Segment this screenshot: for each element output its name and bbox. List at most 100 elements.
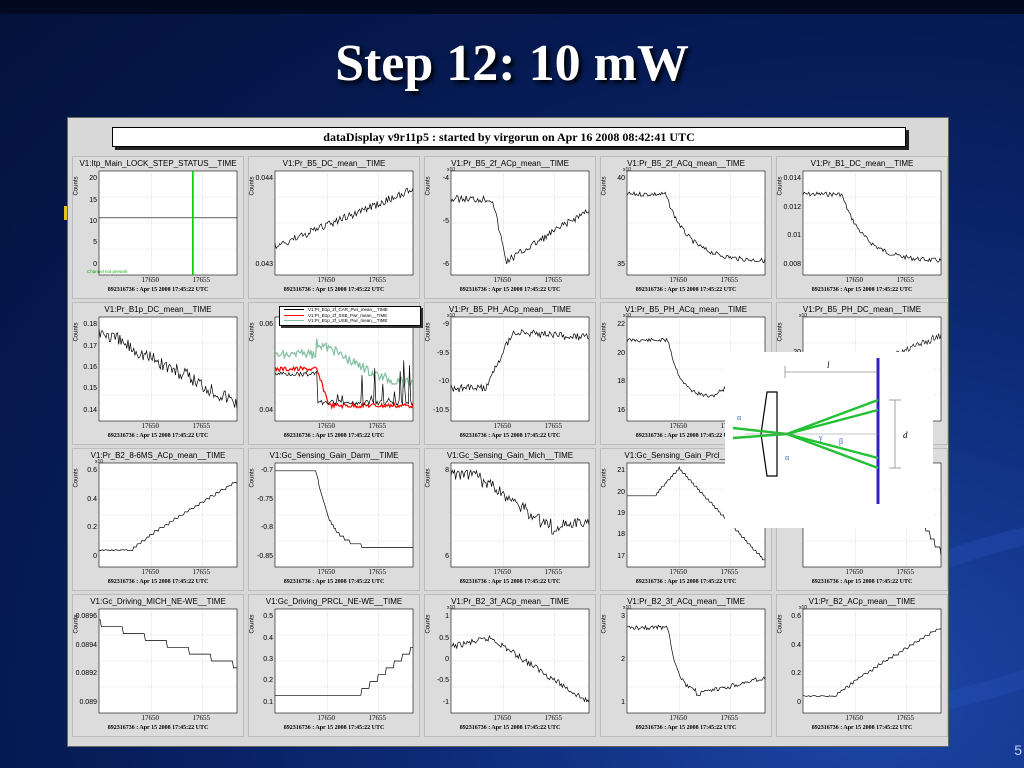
- plot-canvas: [274, 462, 414, 568]
- plot-timestamp: 892316736 : Apr 15 2008 17:45:22 UTC: [283, 725, 385, 731]
- plot-panel: V1:Gc_Sensing_Gain_Prcl__TIME Counts 21 20 1…: [600, 448, 772, 591]
- axis-exponent: x10: [799, 313, 808, 319]
- x-tick-label: 17655: [544, 568, 563, 576]
- x-tick-label: 17650: [141, 714, 159, 722]
- plot-title: V1:Pr_B1p_DC_mean__TIME: [104, 305, 212, 314]
- x-tick-label: 17655: [544, 422, 563, 430]
- x-tick-label: 17650: [141, 568, 159, 576]
- plot-title: V1:Pr_B5_PH_ACp_mean__TIME: [448, 305, 572, 314]
- length-label: l: [827, 360, 830, 370]
- plot-title: V1:Pr_B5_2f_ACp_mean__TIME: [451, 159, 569, 168]
- y-tick-label: 0.3: [263, 655, 273, 663]
- axis-exponent: x10: [447, 605, 456, 611]
- y-tick-label: 0: [797, 698, 801, 706]
- x-tick-label: 17655: [368, 276, 387, 284]
- alpha-label-bottom: α: [785, 453, 790, 462]
- slide-title: Step 12: 10 mW: [335, 35, 689, 92]
- y-tick-label: 16: [617, 406, 625, 414]
- plot-panel: V1:Gc_Sensing_Gain_Darm__TIME Counts -0.7-…: [248, 448, 420, 591]
- y-tick-label: 0.0896: [75, 613, 97, 621]
- y-tick-label: -0.85: [257, 552, 273, 560]
- x-tick-label: 17650: [493, 276, 511, 284]
- plot-title: V1:Gc_Driving_MICH_NE-WE__TIME: [90, 597, 226, 606]
- top-bar: [0, 0, 1024, 14]
- data-trace: [450, 468, 590, 535]
- axis-exponent: x10: [799, 605, 808, 611]
- plot-title: V1:Gc_Sensing_Gain_Mich__TIME: [446, 451, 574, 460]
- y-tick-label: 0.15: [83, 385, 97, 393]
- y-tick-label: -0.5: [436, 677, 449, 685]
- page-number: 5: [1014, 742, 1022, 758]
- y-tick-label: 0: [93, 260, 97, 268]
- plot-canvas: [626, 170, 766, 276]
- x-tick-label: 17655: [192, 568, 211, 576]
- x-tick-label: 17650: [317, 276, 335, 284]
- y-tick-label: 21: [617, 467, 625, 475]
- y-tick-label: -1: [442, 698, 449, 706]
- y-tick-label: -0.7: [260, 467, 273, 475]
- legend-entry: V1:Pr_B1p_2f_SSB_Pwr_mean__TIME: [280, 313, 420, 319]
- axis-exponent: x10: [447, 313, 456, 319]
- x-tick-label: 17650: [141, 422, 159, 430]
- x-tick-label: 17655: [544, 276, 563, 284]
- plot-panel: V1:Pr_B1p_DC_mean__TIME Counts 0.18 0.17 0.1…: [72, 302, 244, 445]
- plot-panel: V1:Pr_B5_PH_ACp_mean__TIME Counts x10 -9 -9.…: [424, 302, 596, 445]
- distance-label: d: [903, 430, 908, 440]
- y-tick-label: 0.18: [83, 321, 97, 329]
- x-tick-label: 17655: [192, 276, 211, 284]
- plot-panel: V1:Gc_Sensing_Gain_Mich__TIME Counts 8 6 176…: [424, 448, 596, 591]
- x-tick-label: 17655: [720, 714, 739, 722]
- alpha-label-top: α: [737, 413, 742, 422]
- data-trace: [275, 646, 413, 696]
- y-tick-label: 0.089: [79, 698, 97, 706]
- y-tick-label: 0.4: [263, 634, 273, 642]
- data-trace: [450, 329, 590, 393]
- axis-exponent: x10: [95, 459, 104, 465]
- x-tick-label: 17655: [896, 568, 915, 576]
- y-tick-label: 19: [617, 509, 625, 517]
- y-tick-label: 0.2: [791, 670, 801, 678]
- y-tick-label: 0.008: [783, 260, 801, 268]
- y-tick-label: 0.2: [263, 677, 273, 685]
- legend-swatch: [284, 320, 304, 321]
- plot-canvas: [274, 170, 414, 276]
- y-tick-label: 5: [93, 239, 97, 247]
- bullet-marker: [64, 206, 70, 220]
- plot-panel: Counts 0.06 0.04 17650 17655 892316736 : Apr …: [248, 302, 421, 445]
- data-trace: [626, 191, 766, 264]
- gamma-label: γ: [818, 433, 823, 442]
- plot-title: V1:Pr_B1_DC_mean__TIME: [810, 159, 914, 168]
- data-trace: [274, 338, 414, 389]
- y-tick-label: 20: [617, 349, 625, 357]
- plot-panel: V1:Pr_B2_3f_ACp_mean__TIME Counts x10 1 0.5 0…: [424, 594, 596, 737]
- plot-legend: V1:Pr_B1p_2f_CAR_Pwr_mean__TIME V1:Pr_B1p…: [279, 306, 421, 326]
- x-tick-label: 17650: [317, 422, 335, 430]
- status-note: Channel not present: [87, 269, 128, 274]
- x-tick-label: 17655: [368, 714, 387, 722]
- y-tick-label: -5: [442, 217, 449, 225]
- x-tick-label: 17655: [896, 276, 915, 284]
- y-tick-label: 0.17: [83, 342, 97, 350]
- optics-diagram: l d α α γ β: [725, 352, 933, 528]
- beta-label: β: [839, 437, 843, 446]
- y-tick-label: 0.014: [783, 175, 801, 183]
- plot-panel: V1:Pr_B2_3f_ACq_mean__TIME Counts x10 3 2 1 17…: [600, 594, 772, 737]
- x-tick-label: 17655: [192, 714, 211, 722]
- plot-canvas: [98, 462, 238, 568]
- y-tick-label: 0.2: [87, 524, 97, 532]
- plot-canvas: [450, 316, 590, 422]
- plot-timestamp: 892316736 : Apr 15 2008 17:45:22 UTC: [635, 725, 737, 731]
- plot-timestamp: 892316736 : Apr 15 2008 17:45:22 UTC: [283, 287, 385, 293]
- y-tick-label: -0.75: [257, 495, 273, 503]
- data-trace: [627, 465, 765, 561]
- y-tick-label: 40: [617, 175, 625, 183]
- x-tick-label: 17650: [141, 276, 159, 284]
- y-tick-label: 6: [445, 552, 449, 560]
- data-trace: [275, 470, 413, 548]
- plot-panel: V1:Pr_B2_ACp_mean__TIME Counts x10 0.6 0.4 0.…: [776, 594, 948, 737]
- y-tick-label: 0.043: [255, 260, 273, 268]
- y-tick-label: 0.044: [255, 175, 273, 183]
- plot-panel: V1:Pr_B1_DC_mean__TIME Counts 0.014 0.012 0.…: [776, 156, 948, 299]
- y-tick-label: 0.06: [259, 321, 273, 329]
- plot-timestamp: 892316736 : Apr 15 2008 17:45:22 UTC: [635, 433, 737, 439]
